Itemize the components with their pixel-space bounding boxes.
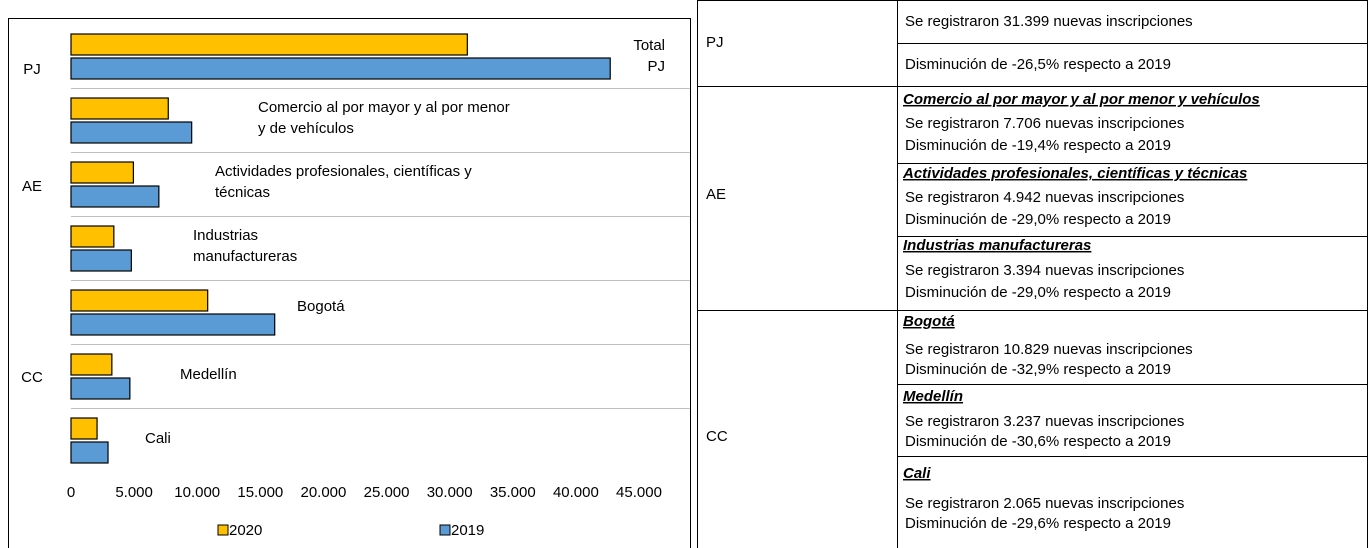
category-label: Bogotá <box>297 298 345 315</box>
x-tick-label: 0 <box>67 484 75 501</box>
legend-label: 2020 <box>229 522 262 539</box>
item-heading: Bogotá <box>903 313 955 330</box>
x-tick-label: 10.000 <box>174 484 220 501</box>
bar <box>70 161 134 184</box>
bar <box>70 417 98 440</box>
group-label: PJ <box>23 61 41 78</box>
x-tick-label: 5.000 <box>115 484 153 501</box>
item-text: Se registraron 7.706 nuevas inscripcione… <box>905 115 1184 132</box>
category-label: PJ <box>647 58 665 75</box>
bar <box>70 225 115 248</box>
category-label: Actividades profesionales, científicas y <box>215 163 472 180</box>
item-text: Disminución de -30,6% respecto a 2019 <box>905 433 1171 450</box>
x-tick-label: 20.000 <box>300 484 346 501</box>
item-text: Se registraron 4.942 nuevas inscripcione… <box>905 189 1184 206</box>
item-text: Disminución de -29,0% respecto a 2019 <box>905 211 1171 228</box>
category-label: Cali <box>145 430 171 447</box>
bar <box>70 249 132 272</box>
item-heading: Medellín <box>903 388 963 405</box>
category-label: Total <box>633 37 665 54</box>
item-heading: Cali <box>903 465 931 482</box>
item-text: Disminución de -32,9% respecto a 2019 <box>905 361 1171 378</box>
category-label: Medellín <box>180 366 237 383</box>
category-label: técnicas <box>215 184 270 201</box>
bar <box>70 313 276 336</box>
item-heading: Actividades profesionales, científicas y… <box>902 165 1247 182</box>
bar <box>70 97 169 120</box>
item-text: Disminución de -29,0% respecto a 2019 <box>905 284 1171 301</box>
group-label: AE <box>22 178 42 195</box>
x-tick-label: 25.000 <box>364 484 410 501</box>
item-heading: Comercio al por mayor y al por menor y v… <box>903 91 1260 108</box>
category-label: Comercio al por mayor y al por menor <box>258 99 510 116</box>
legend-swatch <box>439 524 451 536</box>
legend-label: 2019 <box>451 522 484 539</box>
bar <box>70 33 468 56</box>
chart-frame <box>8 18 691 548</box>
category-label: y de vehículos <box>258 120 354 137</box>
x-tick-label: 15.000 <box>237 484 283 501</box>
x-tick-label: 30.000 <box>427 484 473 501</box>
item-text: Disminución de -26,5% respecto a 2019 <box>905 56 1171 73</box>
item-text: Se registraron 31.399 nuevas inscripcion… <box>905 13 1193 30</box>
bar <box>70 441 109 464</box>
bar <box>70 353 113 376</box>
bar <box>70 377 131 400</box>
x-tick-label: 45.000 <box>616 484 662 501</box>
group-label: CC <box>21 369 43 386</box>
item-text: Disminución de -19,4% respecto a 2019 <box>905 137 1171 154</box>
bar <box>70 57 611 80</box>
x-tick-label: 35.000 <box>490 484 536 501</box>
category-label: Industrias <box>193 227 258 244</box>
group-cell: AE <box>706 186 726 203</box>
group-cell: PJ <box>706 34 724 51</box>
x-tick-label: 40.000 <box>553 484 599 501</box>
legend-swatch <box>217 524 229 536</box>
item-text: Se registraron 10.829 nuevas inscripcion… <box>905 341 1193 358</box>
item-heading: Industrias manufactureras <box>903 237 1091 254</box>
bar <box>70 289 209 312</box>
item-text: Se registraron 3.394 nuevas inscripcione… <box>905 262 1184 279</box>
category-label: manufactureras <box>193 248 297 265</box>
bar <box>70 185 160 208</box>
bar <box>70 121 193 144</box>
item-text: Se registraron 2.065 nuevas inscripcione… <box>905 495 1184 512</box>
item-text: Disminución de -29,6% respecto a 2019 <box>905 515 1171 532</box>
item-text: Se registraron 3.237 nuevas inscripcione… <box>905 413 1184 430</box>
group-cell: CC <box>706 428 728 445</box>
